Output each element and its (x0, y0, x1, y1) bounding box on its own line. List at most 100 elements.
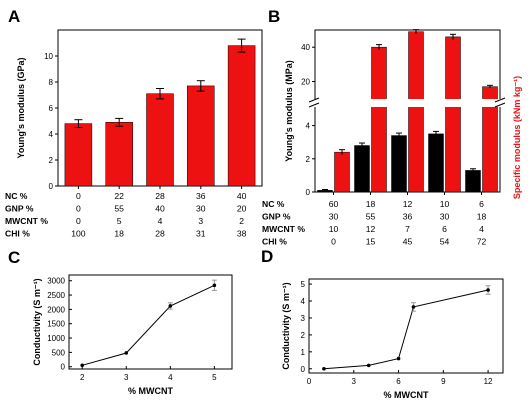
bar-b-red (371, 46, 387, 193)
table-row-label-a: NC % (5, 191, 28, 201)
y-tick-label-c: 3000 (47, 277, 65, 286)
data-point-c (168, 304, 173, 308)
table-cell-a: 22 (114, 191, 124, 201)
y-axis-label-d: Conductivity (S m⁻¹) (281, 282, 291, 369)
table-cell-a: 55 (114, 204, 124, 214)
table-cell-a: 4 (158, 216, 163, 226)
y-tick-label-a: 6 (49, 104, 54, 113)
table-cell-b: 60 (329, 199, 339, 209)
table-cell-b: 15 (366, 237, 376, 247)
table-cell-b: 6 (442, 224, 447, 234)
y-tick-label-d: 2 (301, 331, 306, 340)
table-cell-b: 36 (403, 212, 413, 222)
table-cell-a: 100 (71, 229, 86, 239)
y-tick-label-c: 0 (61, 363, 66, 372)
x-tick-label-d: 6 (396, 377, 401, 386)
table-cell-b: 45 (403, 237, 413, 247)
y-tick-label-a: 8 (49, 78, 54, 87)
table-cell-b: 10 (329, 224, 339, 234)
table-cell-b: 18 (477, 212, 487, 222)
plot-frame-d (308, 278, 504, 374)
bar-b-black (428, 133, 444, 193)
table-row-label-a: MWCNT % (5, 216, 48, 226)
bar-a (146, 93, 174, 187)
bar-b-red (408, 31, 424, 193)
y-axis-label-a: Young's modulus (GPa) (16, 58, 26, 159)
table-cell-b: 55 (366, 212, 376, 222)
series-line-d (323, 289, 489, 370)
y-tick-label-a: 2 (49, 156, 54, 165)
table-row-label-a: GNP % (5, 204, 34, 214)
panel-c: C 0 500 1000 1500 2000 2500 3000 2 3 4 5 % MWCNT Cond… (8, 248, 233, 396)
panel-label-c: C (8, 248, 20, 267)
bar-a (227, 45, 256, 187)
data-point-d (486, 288, 490, 292)
y-tick-label-b: 40 (301, 43, 310, 52)
table-cell-a: 31 (196, 229, 206, 239)
y-tick-label-a: 0 (49, 182, 54, 191)
table-cell-a: 36 (196, 191, 206, 201)
x-tick-label-c: 4 (168, 373, 173, 382)
y-tick-label-a: 4 (49, 130, 54, 139)
bar-b-red (334, 151, 350, 193)
table-cell-a: 38 (237, 229, 247, 239)
x-tick-label-c: 5 (212, 373, 217, 382)
y-tick-label-c: 2000 (47, 305, 65, 314)
table-cell-a: 40 (155, 204, 165, 214)
table-row-label-b: NC % (262, 199, 285, 209)
y-axis-label-b: Young's modulus (MPa) (284, 60, 294, 161)
table-cell-a: 40 (237, 191, 247, 201)
table-cell-b: 18 (366, 199, 376, 209)
table-cell-b: 7 (405, 224, 410, 234)
y-tick-label-a: 10 (44, 52, 53, 61)
table-cell-b: 4 (479, 224, 484, 234)
y-tick-label-c: 1000 (47, 334, 65, 343)
table-cell-a: 0 (76, 204, 81, 214)
table-cell-a: 5 (117, 216, 122, 226)
table-cell-a: 18 (114, 229, 124, 239)
x-tick-label-d: 9 (441, 377, 446, 386)
y-tick-label-d: 0 (301, 365, 306, 374)
y-tick-label-b: 0 (306, 188, 311, 197)
table-cell-a: 30 (196, 204, 206, 214)
bar-b-red (445, 36, 461, 193)
y-tick-label-d: 1 (301, 348, 306, 357)
data-point-d (396, 356, 401, 361)
table-cell-a: 20 (237, 204, 247, 214)
data-point-d (411, 305, 416, 309)
panel-label-d: D (261, 247, 273, 266)
data-point-c (80, 363, 85, 368)
y-tick-label-b: 2 (306, 155, 311, 164)
x-tick-label-c: 3 (124, 373, 129, 382)
table-cell-a: 0 (76, 191, 81, 201)
bar-a (105, 122, 133, 187)
bar-b-black (354, 145, 370, 193)
series-line-c (82, 284, 215, 366)
x-tick-label-d: 3 (352, 377, 357, 386)
y-tick-label-d: 4 (301, 297, 306, 306)
table-cell-b: 6 (479, 199, 484, 209)
table-cell-b: 54 (440, 237, 450, 247)
axis-break-mark-b (308, 102, 320, 108)
axis-break-band-b (309, 99, 506, 107)
y2-axis-label-b: Specific modulus (kNm kg⁻¹) (512, 76, 522, 199)
plot-frame-c (68, 274, 233, 370)
bar-b-black (465, 170, 481, 193)
table-cell-b: 12 (403, 199, 413, 209)
bar-a (187, 85, 215, 187)
bar-a (64, 123, 93, 187)
y-tick-label-b: 20 (301, 78, 310, 87)
y-tick-label-b: 4 (306, 122, 311, 131)
axis-break-mark-b (494, 102, 506, 108)
table-row-label-b: GNP % (262, 212, 291, 222)
y-tick-label-c: 500 (52, 348, 66, 357)
x-tick-label-c: 2 (80, 373, 85, 382)
y-tick-label-d: 3 (301, 314, 306, 323)
table-row-label-b: CHI % (262, 237, 287, 247)
table-cell-b: 0 (331, 237, 336, 247)
table-cell-b: 30 (329, 212, 339, 222)
table-cell-a: 0 (76, 216, 81, 226)
y-axis-label-c: Conductivity (S m⁻¹) (32, 278, 42, 365)
